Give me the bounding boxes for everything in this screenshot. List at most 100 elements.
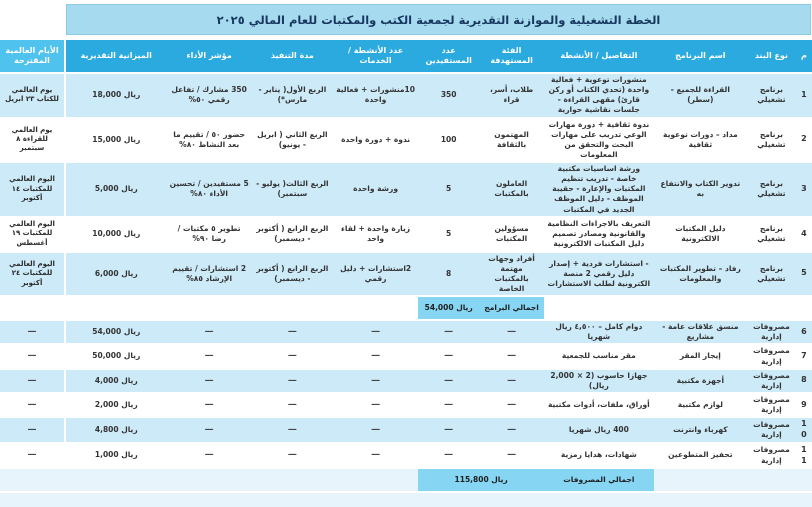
cell-budget: 2,000 ريال	[65, 392, 167, 419]
cell-indicator: 2 استشارات / تقييم الإرشاد ٨٥%	[166, 251, 252, 298]
cell-item-type: مصروفات إدارية	[747, 392, 796, 419]
programs-total-value: 54,000 ريال	[418, 296, 480, 322]
cell-item-type: برنامج تشغيلي	[747, 162, 796, 218]
cell-beneficiaries: —	[418, 392, 480, 419]
cell-details: - استشارات فردية + إصدار دليل رقمي 2 منص…	[544, 251, 654, 298]
cell-world-days: يوم العالمي للقراءة ٨ سبتمبر	[0, 117, 67, 163]
cell-activities: 10منشورات + فعالية واحدة	[332, 73, 419, 119]
cell-details: جهازا حاسوب (2 × 2,000 ريال)	[544, 368, 654, 394]
cell-details: 400 ريال شهريا	[544, 417, 654, 444]
cell-indicator: 5 مستفيدين / تحسين الأداء ٨٠%	[166, 162, 252, 218]
table-body: 1 برنامج تشغيلي القراءة للجميع - (سطر) منشو…	[0, 73, 812, 507]
cell-num: 8	[795, 368, 812, 394]
column-header-indicator: مؤشر الأداء	[166, 40, 252, 74]
cell-num: 1	[795, 73, 812, 119]
cell-beneficiaries: —	[418, 417, 480, 444]
cell-item-type: برنامج تشغيلي	[747, 251, 796, 298]
cell-program-name: دليل المكتبات الالكترونية	[653, 216, 748, 253]
cell-program-name: إيجار المقر	[653, 344, 748, 370]
cell-beneficiaries: 350	[418, 73, 480, 119]
table-row: 8 مصروفات إدارية أجهزة مكتبية جهازا حاسوب (…	[0, 368, 812, 394]
cell-target-group: —	[479, 417, 545, 444]
empty-cell	[0, 468, 419, 494]
cell-program-name: رفاد – تطوير المكتبات والمعلومات	[653, 251, 748, 298]
cell-budget: 4,000 ريال	[65, 368, 167, 394]
cell-details: شهادات، هدايا رمزية	[544, 442, 654, 470]
cell-budget: 54,000 ريال	[65, 320, 167, 346]
programs-total-label: اجمالي البرامج	[479, 296, 545, 322]
table-row: 5 برنامج تشغيلي رفاد – تطوير المكتبات والم…	[0, 251, 812, 298]
table-row: 4 برنامج تشغيلي دليل المكتبات الالكترونية ا…	[0, 216, 812, 253]
cell-duration: —	[251, 442, 333, 470]
cell-target-group: —	[479, 392, 545, 419]
cell-budget: 6,000 ريال	[65, 251, 167, 298]
cell-activities: —	[332, 320, 419, 346]
cell-indicator: —	[166, 417, 252, 444]
table-row	[0, 492, 812, 507]
cell-beneficiaries: 5	[418, 162, 480, 218]
column-header-item-type: نوع البند	[747, 40, 796, 74]
cell-world-days: —	[0, 320, 67, 346]
cell-item-type: برنامج تشغيلي	[747, 117, 796, 163]
expenses-total-label: اجمالي المصروفات	[544, 468, 654, 494]
cell-world-days: —	[0, 417, 67, 444]
cell-activities: زيارة واحدة + لقاء واحد	[332, 216, 419, 253]
cell-target-group: المهتمون بالثقافة	[479, 117, 545, 163]
cell-duration: —	[251, 417, 333, 444]
cell-duration: —	[251, 392, 333, 419]
cell-num: 10	[795, 417, 812, 444]
column-header-num: م	[795, 40, 812, 74]
cell-duration: الربع الأول( يناير - مارس*)	[251, 73, 333, 119]
cell-target-group: —	[479, 442, 545, 470]
cell-details: ندوة ثقافية + دورة مهارات الوعي تدريب عل…	[544, 117, 654, 163]
cell-duration: الربع الرابع ( أكتوبر - ديسمبر)	[251, 251, 333, 298]
cell-target-group: —	[479, 320, 545, 346]
cell-activities: ورشة واحدة	[332, 162, 419, 218]
column-header-duration: مدة التنفيذ	[251, 40, 333, 74]
cell-budget: 1,000 ريال	[65, 442, 167, 470]
cell-activities: —	[332, 368, 419, 394]
cell-indicator: تطوير ٥ مكتبات / رضا ٩٠%	[166, 216, 252, 253]
cell-program-name: أجهزة مكتبية	[653, 368, 748, 394]
cell-target-group: طلاب، أسر، قراء	[479, 73, 545, 119]
table-row: 9 مصروفات إدارية لوازم مكتبية أوراق، ملفات،…	[0, 392, 812, 419]
cell-num: 9	[795, 392, 812, 419]
cell-beneficiaries: 100	[418, 117, 480, 163]
cell-beneficiaries: —	[418, 320, 480, 346]
column-header-beneficiaries: عدد المستفيدين	[418, 40, 480, 74]
operational-plan-page: { "title": "الخطة التشغيلية والموازنة ال…	[0, 4, 812, 507]
cell-activities: —	[332, 417, 419, 444]
cell-world-days: —	[0, 344, 67, 370]
cell-activities: —	[332, 344, 419, 370]
plan-table: م نوع البند اسم البرنامج التفاصيل / الأنشطة…	[0, 40, 812, 507]
column-header-program-name: اسم البرنامج	[653, 40, 748, 74]
table-row: اجمالي المصروفات 115,800 ريال	[0, 468, 812, 494]
empty-cell	[653, 468, 812, 494]
cell-budget: 50,000 ريال	[65, 344, 167, 370]
table-row: اجمالي البرامج 54,000 ريال	[0, 296, 812, 322]
spacer-cell	[0, 492, 812, 507]
cell-program-name: كهرباء وانترنت	[653, 417, 748, 444]
cell-program-name: تدوير الكتاب والانتفاع به	[653, 162, 748, 218]
cell-activities: —	[332, 442, 419, 470]
cell-indicator: —	[166, 392, 252, 419]
cell-num: 4	[795, 216, 812, 253]
cell-target-group: أفراد وجهات مهتمة بالمكتبات الخاصة	[479, 251, 545, 298]
cell-world-days: اليوم العالمي للمكتبات ١٤ أكتوبر	[0, 162, 67, 218]
cell-num: 3	[795, 162, 812, 218]
cell-program-name: منسق علاقات عامة - مشاريع	[653, 320, 748, 346]
cell-beneficiaries: 5	[418, 216, 480, 253]
table-row: 1 برنامج تشغيلي القراءة للجميع - (سطر) منشو…	[0, 73, 812, 119]
cell-details: منشورات توعوية + فعالية واحدة (تحدي الكت…	[544, 73, 654, 119]
cell-duration: —	[251, 320, 333, 346]
column-header-world-days: الأيام العالمية المقترحة	[0, 40, 67, 74]
table-header: م نوع البند اسم البرنامج التفاصيل / الأنشطة…	[0, 40, 812, 74]
cell-beneficiaries: —	[418, 368, 480, 394]
cell-num: 7	[795, 344, 812, 370]
cell-details: ورشة اساسيات مكتبية خاصة - تدريب تنظيم ا…	[544, 162, 654, 218]
document-title-bar: الخطة التشغيلية والموازنة التقديرية لجمع…	[66, 4, 811, 35]
cell-item-type: برنامج تشغيلي	[747, 73, 796, 119]
cell-details: التعريف بالاجراءات النظامية والقانونية و…	[544, 216, 654, 253]
cell-item-type: مصروفات إدارية	[747, 320, 796, 346]
column-header-budget: الميزانية التقديرية	[65, 40, 167, 74]
